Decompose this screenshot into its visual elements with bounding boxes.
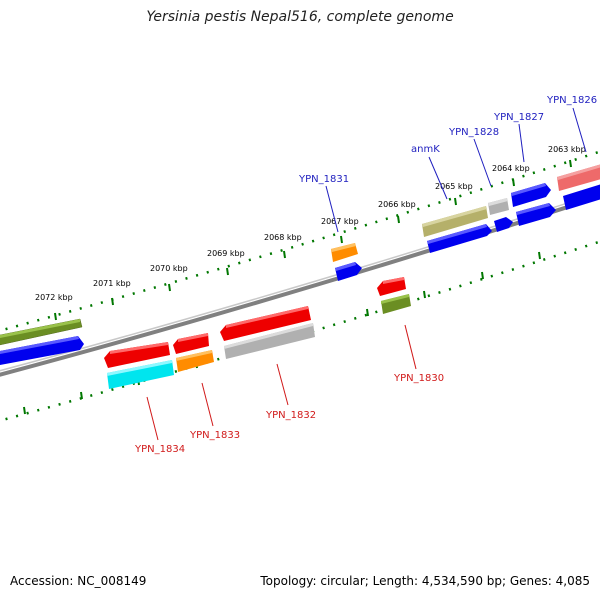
gene-feature <box>224 323 313 349</box>
gene-label[interactable]: anmK <box>411 144 440 155</box>
gene-feature <box>557 164 600 180</box>
gene-label[interactable]: YPN_1826 <box>546 95 597 106</box>
gene-label[interactable]: YPN_1830 <box>393 373 444 384</box>
kbp-label: 2072 kbp <box>35 293 73 302</box>
kbp-label: 2071 kbp <box>93 279 131 288</box>
gene-feature <box>176 350 212 361</box>
gene-label[interactable]: YPN_1834 <box>134 444 185 455</box>
gene-feature[interactable] <box>107 360 174 389</box>
genome-title: Yersinia pestis Nepal516, complete genom… <box>146 9 454 25</box>
kbp-label: 2064 kbp <box>492 164 530 173</box>
gene-feature <box>383 277 404 284</box>
gene-feature[interactable] <box>381 294 411 314</box>
leader-line <box>276 363 289 406</box>
kbp-label: 2066 kbp <box>378 200 416 209</box>
gene-feature <box>331 243 356 252</box>
genome-backbone <box>0 194 600 377</box>
gene-label[interactable]: YPN_1828 <box>448 127 499 138</box>
leader-line <box>428 156 448 200</box>
gene-feature <box>335 262 356 271</box>
major-ticks-outer <box>54 159 572 321</box>
gene-feature-ypn1826[interactable] <box>557 163 600 191</box>
gene-feature[interactable] <box>563 183 600 210</box>
leader-line <box>146 396 159 441</box>
gene-feature <box>422 206 487 227</box>
gene-feature-ypn1832[interactable] <box>220 306 311 341</box>
leader-line <box>473 138 492 187</box>
leader-line <box>325 185 339 233</box>
gene-label[interactable]: YPN_1831 <box>298 174 349 185</box>
gene-feature-ypn1827[interactable] <box>511 183 551 207</box>
leader-line <box>201 382 214 427</box>
gene-feature <box>427 224 487 244</box>
kbp-label: 2069 kbp <box>207 249 245 258</box>
gene-label[interactable]: YPN_1832 <box>265 410 316 421</box>
kbp-label: 2065 kbp <box>435 182 473 191</box>
gene-feature <box>107 360 172 376</box>
kbp-label: 2070 kbp <box>150 264 188 273</box>
gene-feature[interactable] <box>176 350 214 372</box>
accession-text: Accession: NC_008149 <box>10 574 147 588</box>
gene-feature[interactable] <box>224 323 315 359</box>
gene-label[interactable]: YPN_1827 <box>493 112 544 123</box>
kbp-label: 2067 kbp <box>321 217 359 226</box>
kbp-label: 2068 kbp <box>264 233 302 242</box>
gene-feature <box>178 333 208 342</box>
leader-line <box>518 123 525 163</box>
gene-feature[interactable] <box>516 203 556 226</box>
gene-feature-anmk[interactable] <box>422 206 488 237</box>
gene-feature <box>0 319 80 338</box>
leader-line <box>404 324 417 370</box>
leader-line <box>572 107 587 153</box>
gene-feature[interactable] <box>0 336 84 366</box>
gene-feature[interactable] <box>494 217 513 232</box>
genome-backbone-highlight <box>0 191 600 372</box>
gene-feature-ypn1834[interactable] <box>104 342 170 368</box>
gene-feature <box>0 336 79 355</box>
kbp-label: 2063 kbp <box>548 145 586 154</box>
gene-feature <box>488 198 508 206</box>
gene-feature[interactable] <box>427 224 492 253</box>
genome-stats-text: Topology: circular; Length: 4,534,590 bp… <box>260 574 590 588</box>
gene-feature <box>511 183 546 196</box>
gene-feature <box>381 294 409 304</box>
gene-feature <box>516 203 550 215</box>
gene-label[interactable]: YPN_1833 <box>189 430 240 441</box>
gene-feature <box>226 306 308 328</box>
gene-feature <box>110 342 168 354</box>
